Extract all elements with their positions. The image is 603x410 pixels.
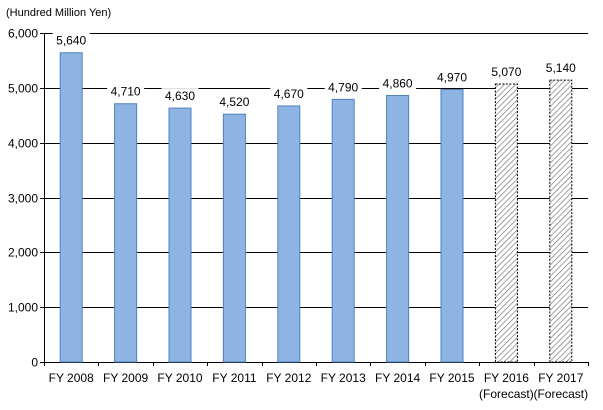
- data-label: 4,630: [165, 89, 195, 103]
- tick-labels: 0 1,000 2,000 3,000 4,000 5,000 6,000 FY 2008 FY…: [8, 27, 588, 402]
- x-tick-label: FY 2009: [103, 371, 148, 385]
- bar-forecast: [549, 79, 573, 363]
- data-label: 5,140: [546, 61, 576, 75]
- x-tick-label: FY 2016: [484, 371, 529, 385]
- data-label: 5,070: [491, 65, 521, 79]
- x-tick-label: FY 2015: [429, 371, 474, 385]
- y-tick-label: 2,000: [8, 246, 38, 260]
- data-label-bg: [161, 88, 199, 104]
- bar: [222, 113, 246, 363]
- y-tick-label: 3,000: [8, 192, 38, 206]
- data-label: 4,520: [219, 95, 249, 109]
- x-tick-sublabel: (Forecast): [479, 387, 534, 401]
- y-tick-label: 1,000: [8, 301, 38, 315]
- data-label: 4,670: [274, 87, 304, 101]
- data-label: 4,710: [111, 85, 141, 99]
- data-label: 4,860: [383, 77, 413, 91]
- x-tick-label: FY 2017: [538, 371, 583, 385]
- bar: [277, 105, 301, 363]
- data-label-bg: [52, 32, 90, 48]
- bar: [168, 107, 192, 363]
- bar: [386, 95, 410, 363]
- bar: [114, 103, 138, 363]
- bar: [331, 98, 355, 363]
- x-tick-label: FY 2008: [49, 371, 94, 385]
- data-label-bg: [379, 75, 417, 91]
- data-label-bg: [107, 83, 145, 99]
- data-label-bg: [433, 69, 471, 85]
- y-tick-label: 6,000: [8, 27, 38, 41]
- data-label-bg: [487, 63, 525, 79]
- x-tick-label: FY 2013: [321, 371, 366, 385]
- data-label: 5,640: [56, 34, 86, 48]
- bar-forecast: [494, 83, 518, 363]
- y-tick-label: 5,000: [8, 82, 38, 96]
- data-label-bg: [270, 85, 308, 101]
- x-tick-label: FY 2014: [375, 371, 420, 385]
- data-label-bg: [542, 60, 580, 76]
- x-tick-label: FY 2011: [212, 371, 257, 385]
- y-tick-label: 4,000: [8, 137, 38, 151]
- data-labels: 5,640 4,710 4,630 4,520 4,670 4,790 4,860 4,970…: [52, 32, 580, 110]
- data-label-bg: [324, 79, 362, 95]
- x-tick-label: FY 2010: [157, 371, 202, 385]
- x-tick-label: FY 2012: [266, 371, 311, 385]
- data-label: 4,790: [328, 80, 358, 94]
- bar: [440, 88, 464, 363]
- y-tick-label: 0: [31, 356, 38, 370]
- data-label-bg: [215, 94, 253, 110]
- bars: [59, 52, 573, 363]
- bar: [59, 52, 83, 363]
- unit-label: (Hundred Million Yen): [6, 7, 111, 19]
- x-tick-sublabel: (Forecast): [533, 387, 588, 401]
- data-label: 4,970: [437, 70, 467, 84]
